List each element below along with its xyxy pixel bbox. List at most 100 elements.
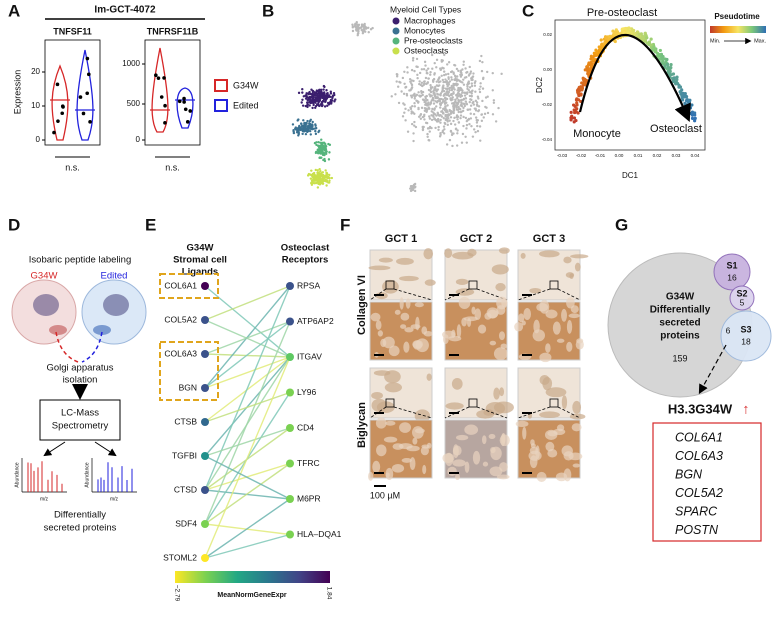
umap-point <box>466 70 469 74</box>
umap-point <box>491 71 494 75</box>
umap-point <box>321 104 324 107</box>
umap-point <box>305 94 308 98</box>
umap-point <box>306 101 309 104</box>
umap-point <box>476 124 479 128</box>
nucleus <box>103 294 129 316</box>
trajectory-point <box>680 96 684 100</box>
gene: COL5A2 <box>675 486 723 500</box>
umap-point <box>413 102 416 105</box>
umap-point <box>439 106 442 109</box>
trajectory-point <box>626 31 631 35</box>
umap-point <box>442 70 446 73</box>
umap-point <box>436 93 440 96</box>
umap-point <box>413 112 416 116</box>
umap-point <box>440 74 443 77</box>
umap-point <box>417 107 420 111</box>
umap-point <box>355 21 358 24</box>
umap-point <box>307 93 310 96</box>
umap-point <box>319 141 322 144</box>
edge <box>204 285 291 389</box>
umap-point <box>453 116 456 120</box>
umap-point <box>421 128 425 132</box>
umap-point <box>429 87 433 90</box>
column-title: G34W <box>187 243 214 254</box>
umap-point <box>474 116 478 119</box>
umap-point <box>459 75 463 78</box>
umap-point <box>317 144 321 147</box>
umap-point <box>468 86 472 89</box>
up-arrow: ↑ <box>743 401 750 417</box>
umap-point <box>472 128 476 131</box>
umap-point <box>409 80 412 83</box>
zoom-box <box>385 398 395 408</box>
umap-point <box>310 169 313 172</box>
trajectory-point <box>599 38 603 42</box>
umap-point <box>465 102 468 105</box>
umap-point <box>314 124 317 127</box>
umap-point <box>316 186 320 189</box>
receptor-node <box>286 353 294 361</box>
umap-point <box>419 114 422 117</box>
receptor-node <box>286 317 294 326</box>
umap-point <box>309 92 312 96</box>
texture <box>552 321 561 335</box>
umap-point <box>478 90 482 94</box>
umap-point <box>305 128 308 131</box>
umap-point <box>416 76 419 80</box>
texture <box>370 312 381 322</box>
legend-label: G34W <box>233 80 259 90</box>
point <box>188 109 193 113</box>
umap-point <box>299 127 302 130</box>
point <box>60 111 65 116</box>
flow-line <box>55 331 79 363</box>
umap-point <box>481 99 484 103</box>
umap-point <box>452 103 456 107</box>
umap-point <box>420 81 424 85</box>
umap-point <box>311 89 314 93</box>
texture <box>532 329 546 342</box>
receptor-label: TFRC <box>297 458 320 468</box>
umap-point <box>468 65 471 69</box>
trajectory-arrow <box>578 34 691 123</box>
umap-point <box>436 118 439 122</box>
point <box>85 56 90 61</box>
umap-point <box>472 112 476 116</box>
trajectory-point <box>581 77 586 82</box>
trajectory-point <box>658 48 662 53</box>
umap-point <box>317 141 320 144</box>
x-tick-label: 0.02 <box>653 153 662 158</box>
texture <box>451 377 463 390</box>
umap-point <box>456 132 459 135</box>
set-count: 5 <box>740 297 745 307</box>
texture <box>378 257 393 263</box>
trajectory-point <box>594 48 598 52</box>
umap-point <box>296 119 299 122</box>
texture <box>547 448 558 458</box>
texture <box>488 433 496 440</box>
venn-main-label: Differentially <box>650 305 711 316</box>
umap-point <box>429 70 432 74</box>
umap-point <box>318 183 322 186</box>
ligand-node <box>201 350 209 358</box>
umap-point <box>484 105 487 109</box>
umap-point <box>474 99 478 103</box>
umap-point <box>415 65 418 68</box>
umap-point <box>446 104 449 107</box>
ligand-label: SDF4 <box>175 518 197 528</box>
venn-main-label: proteins <box>660 331 700 342</box>
umap-point <box>491 113 495 116</box>
umap-point <box>427 138 430 142</box>
y-tick-label: 0.02 <box>543 32 552 37</box>
texture <box>445 402 464 410</box>
zoom-box <box>549 398 559 408</box>
trajectory-point <box>652 45 656 49</box>
texture <box>530 439 535 446</box>
umap-point <box>469 117 473 120</box>
texture <box>501 432 506 444</box>
receptor-label: M6PR <box>297 493 321 503</box>
y-tick-label: 20 <box>31 67 40 76</box>
umap-point <box>464 135 467 138</box>
umap-point <box>308 97 311 100</box>
umap-point <box>455 144 459 147</box>
umap-point <box>311 124 314 127</box>
